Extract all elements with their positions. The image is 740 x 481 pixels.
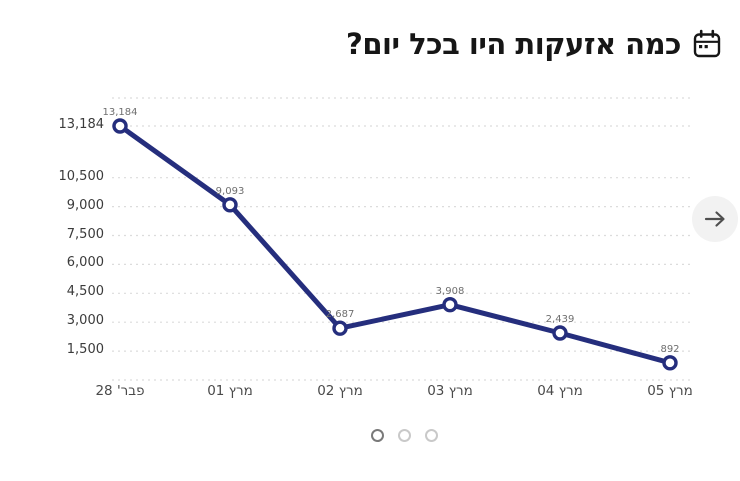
y-axis-tick-label: 1,500 [66, 342, 104, 358]
y-axis-tick-label: 10,500 [58, 168, 105, 184]
data-point-label: 2,439 [545, 314, 575, 325]
y-axis-tick-label: 3,000 [66, 313, 104, 329]
x-axis-tick-label: מרץ 02 [317, 383, 363, 399]
data-point[interactable] [552, 325, 568, 341]
line-chart-canvas [112, 97, 692, 381]
carousel-dot[interactable] [398, 429, 411, 442]
y-axis-tick-label: 9,000 [66, 197, 104, 213]
carousel-pagination [371, 429, 438, 442]
y-axis-tick-label: 6,000 [66, 255, 104, 271]
data-point[interactable] [222, 197, 238, 213]
x-axis-tick-label: פבר' 28 [95, 383, 145, 399]
x-axis-tick-label: מרץ 03 [427, 383, 473, 399]
x-axis-tick-label: מרץ 01 [207, 383, 253, 399]
carousel-dot[interactable] [425, 429, 438, 442]
data-point[interactable] [442, 297, 458, 313]
data-point-label: 892 [660, 343, 680, 355]
calendar-icon [691, 28, 723, 60]
carousel-next-button[interactable] [692, 196, 738, 242]
alerts-line-chart: 13,184 10,500 9,000 7,500 6,000 4,500 3,000 1,5… [0, 95, 740, 425]
data-point[interactable] [332, 320, 348, 336]
data-point-label: 3,908 [435, 285, 465, 297]
data-line [117, 123, 673, 366]
x-axis-tick-label: מרץ 04 [537, 383, 583, 399]
y-axis-tick-label: 13,184 [58, 117, 105, 132]
y-axis-tick-label: 4,500 [66, 284, 104, 300]
arrow-right-icon [703, 210, 727, 228]
carousel-dot-active[interactable] [371, 429, 384, 442]
page-title: כמה אזעקות היו בכל יום? [346, 27, 681, 61]
data-point-label: 9,093 [215, 185, 245, 197]
data-point-label: 13,184 [102, 107, 138, 118]
data-point[interactable] [662, 355, 678, 371]
chart-header: כמה אזעקות היו בכל יום? [346, 27, 723, 61]
x-axis-tick-label: מרץ 05 [647, 383, 693, 399]
y-axis-tick-label: 7,500 [66, 226, 104, 242]
data-point[interactable] [112, 118, 128, 134]
data-point-label: 2,687 [325, 309, 355, 321]
